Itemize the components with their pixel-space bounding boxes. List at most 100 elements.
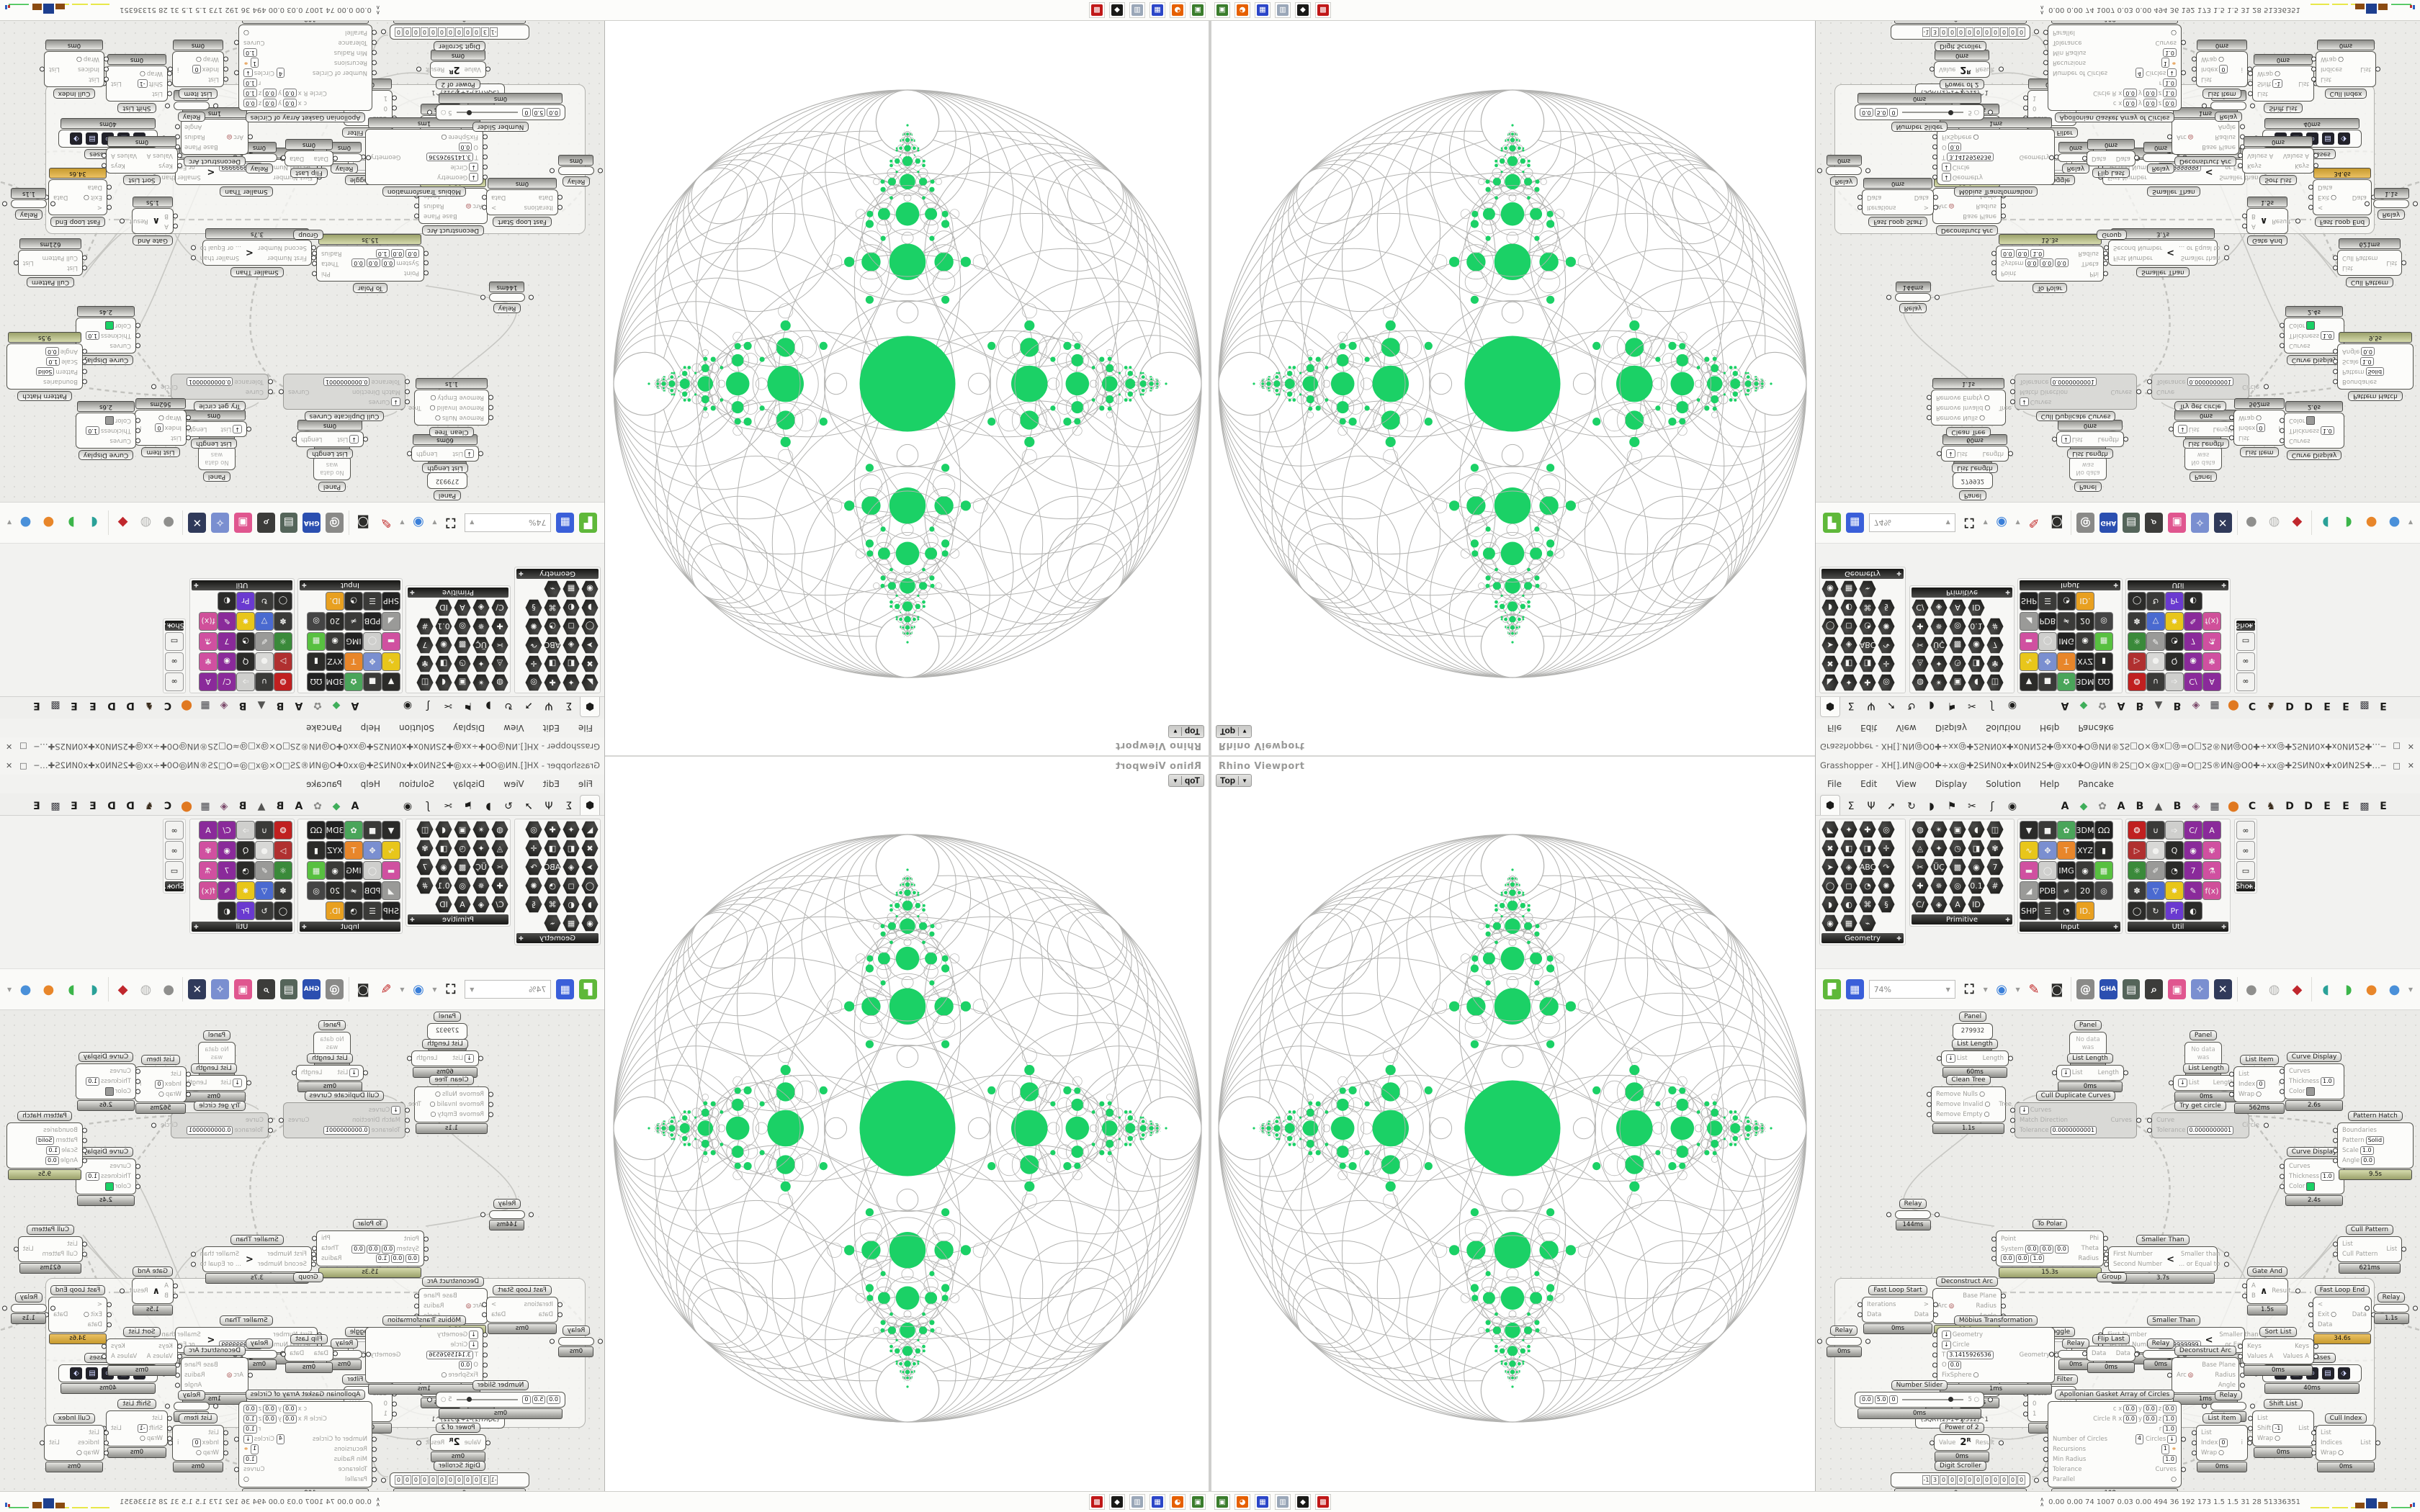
gh-component-cull-pattern[interactable]: Cull Pattern List Cull Pattern List 621ms bbox=[18, 238, 83, 287]
gh-component-group[interactable]: Group bbox=[2094, 228, 2130, 240]
gh-component-curve-display[interactable]: Curve Display Curves Thickness 1.0 Color 2.6s bbox=[76, 401, 136, 460]
palette-icon[interactable]: ≠ bbox=[2057, 881, 2076, 900]
palette-icon[interactable]: ✦ bbox=[563, 821, 580, 838]
ball-blue-icon[interactable]: ● bbox=[2388, 515, 2401, 531]
chevron-down-icon[interactable]: ▼ bbox=[1983, 519, 1988, 526]
palette-icon[interactable]: # bbox=[1986, 618, 2004, 635]
palette-icon[interactable]: ✦ bbox=[472, 655, 490, 672]
palette-icon[interactable]: ◎ bbox=[1878, 821, 1895, 838]
param-menu-button[interactable]: ↓ bbox=[1942, 1331, 1951, 1339]
plugin-tab-12[interactable]: D bbox=[2285, 700, 2294, 711]
palette-icon[interactable]: ✵ bbox=[1930, 877, 1948, 894]
palette-icon[interactable]: ◯ bbox=[1821, 877, 1839, 894]
param-value[interactable]: 0.0 bbox=[2025, 258, 2039, 267]
gh-component-to-polar[interactable]: To Polar Point System 0.0 0.0 0.0 0.0 0.0 1.0 Phi… bbox=[1996, 234, 2104, 293]
category-tab-icon-6[interactable]: ⚑ bbox=[463, 700, 473, 711]
menu-edit[interactable]: Edit bbox=[1860, 779, 1878, 789]
palette-icon[interactable]: ◈ bbox=[1840, 636, 1857, 654]
menu-display[interactable]: Display bbox=[452, 779, 485, 789]
param-value[interactable]: 0 bbox=[192, 65, 201, 73]
preview-icon[interactable]: ◉ bbox=[1996, 981, 2007, 997]
definition-canvas[interactable]: Panel2799320msList Length↓ListLength60ms… bbox=[1816, 21, 2420, 502]
param-value[interactable]: 4 bbox=[277, 1434, 285, 1444]
palette-name-sho[interactable]: Sho... ✚ bbox=[163, 621, 185, 631]
plugin-tab-8[interactable]: ▦ bbox=[200, 700, 210, 711]
gh-component-relay[interactable]: Relay 144ms bbox=[1895, 1199, 1931, 1230]
toggle-circle-icon[interactable]: ○ bbox=[2275, 70, 2280, 77]
find-icon[interactable]: ⌕ bbox=[256, 513, 275, 533]
param-value[interactable]: 1.0 bbox=[86, 426, 99, 435]
palette-icon[interactable]: ⚛ bbox=[2128, 861, 2146, 880]
digit-cell[interactable]: -1 bbox=[1922, 1475, 1930, 1485]
slider-setting[interactable]: 5.0 bbox=[532, 108, 546, 117]
param-value[interactable]: 0.0 bbox=[458, 143, 472, 151]
palette-icon[interactable]: ✖ bbox=[1821, 840, 1839, 857]
find-icon[interactable]: ⌕ bbox=[256, 979, 275, 999]
plugin-tab-3[interactable]: A bbox=[2117, 801, 2125, 812]
category-tab-icon-9[interactable]: ◉ bbox=[403, 801, 413, 812]
palette-icon[interactable]: C/ bbox=[491, 896, 508, 913]
plugin-tab-4[interactable]: B bbox=[276, 801, 284, 812]
pill-green-icon[interactable]: ◗ bbox=[2345, 981, 2352, 997]
category-tab-icon-3[interactable]: ➚ bbox=[524, 801, 533, 812]
torus-icon[interactable]: ◍ bbox=[140, 981, 152, 997]
gh-component-curve-display[interactable]: Curve Display Curves Thickness 1.0 Color 2.4s bbox=[76, 306, 136, 365]
param-value[interactable]: 0.0 bbox=[263, 89, 277, 97]
palette-icon[interactable]: ▼ bbox=[2020, 821, 2038, 840]
slider-setting[interactable]: 0.0 bbox=[547, 1395, 560, 1404]
param-value[interactable]: 4 bbox=[277, 68, 285, 78]
param-value[interactable]: 0.0 bbox=[2163, 1405, 2177, 1413]
digit-cell[interactable]: 0 bbox=[1974, 27, 1982, 37]
palette-icon[interactable]: ✾ bbox=[2202, 652, 2221, 671]
palette-icon[interactable]: ✾ bbox=[416, 840, 434, 857]
plugin-tab-2[interactable]: ✿ bbox=[2098, 801, 2107, 812]
palette-icon[interactable]: A bbox=[454, 896, 471, 913]
palette-icon[interactable]: ▣ bbox=[454, 674, 471, 691]
palette-icon[interactable]: ◢ bbox=[2020, 612, 2038, 631]
digit-cell[interactable]: 0 bbox=[1957, 1475, 1965, 1485]
param-value[interactable]: 1.0 bbox=[2321, 1077, 2334, 1086]
palette-icon[interactable]: ✿ bbox=[2057, 821, 2076, 840]
gh-component-cull-index[interactable]: Cull Index List Indices Wrap ○ List 0ms bbox=[44, 1413, 104, 1472]
param-value[interactable]: 1.0 bbox=[375, 249, 390, 258]
palette-icon[interactable]: A bbox=[199, 672, 218, 691]
palette-icon[interactable]: ID bbox=[435, 599, 452, 616]
palette-expand-icon[interactable]: ✚ bbox=[194, 923, 199, 930]
palette-icon[interactable]: ✥ bbox=[2038, 652, 2057, 671]
palette-icon[interactable]: ÜÇ bbox=[472, 858, 490, 876]
palette-icon[interactable]: Pr bbox=[2165, 901, 2184, 920]
palette-icon[interactable]: ✽ bbox=[2128, 612, 2146, 631]
palette-icon[interactable]: ABC bbox=[1859, 636, 1876, 654]
param-value[interactable]: 0.0000000001 bbox=[323, 1126, 370, 1135]
gh-component-curve-display[interactable]: Curve Display Curves Thickness 1.0 Color 2.4s bbox=[2284, 306, 2344, 365]
palette-icon[interactable]: ☰ bbox=[2038, 901, 2057, 920]
param-value[interactable]: 0.0 bbox=[2143, 1415, 2157, 1423]
param-menu-button[interactable]: ↓ bbox=[1942, 163, 1951, 171]
menu-display[interactable]: Display bbox=[1935, 779, 1968, 789]
category-tab-icon-5[interactable]: ◗ bbox=[1929, 801, 1935, 812]
palette-icon[interactable]: ↷ bbox=[1878, 858, 1895, 876]
palette-icon[interactable]: ▮ bbox=[307, 652, 326, 671]
gh-component-fast-loop-end[interactable]: Fast Loop End < Exit ○ Data Data 34.6s bbox=[48, 168, 107, 227]
pill-teal-icon[interactable]: ◖ bbox=[2322, 981, 2329, 997]
param-value[interactable]: 0.0 bbox=[263, 99, 277, 107]
palette-icon[interactable]: ✦ bbox=[472, 840, 490, 857]
box-red-icon[interactable]: ◆ bbox=[117, 515, 128, 531]
taskbar-app-calculator[interactable]: ▥ bbox=[1129, 1494, 1145, 1510]
digit-cell[interactable]: 0 bbox=[438, 1475, 446, 1485]
palette-icon[interactable]: ÜÇ bbox=[1930, 636, 1948, 654]
palette-icon[interactable]: ✾ bbox=[1986, 840, 2004, 857]
plugin-tab-3[interactable]: A bbox=[295, 700, 303, 711]
param-value[interactable]: 0.0 bbox=[2123, 1405, 2138, 1413]
param-value[interactable]: 1.0 bbox=[46, 357, 60, 366]
palette-expand-icon[interactable]: ✚ bbox=[167, 883, 172, 890]
palette-icon[interactable]: ◯ bbox=[363, 861, 382, 880]
palette-icon[interactable]: ◎ bbox=[2094, 612, 2113, 631]
notebook-icon[interactable]: ▤ bbox=[2122, 513, 2141, 533]
gh-component-power-of-2[interactable]: Power of 2 Value 2ᴿ Result 0ms bbox=[426, 50, 486, 89]
palette-icon[interactable]: ✴ bbox=[1930, 674, 1948, 691]
plugin-tab-0[interactable]: A bbox=[351, 700, 359, 711]
gh-component-number-slider[interactable]: Number Slider 0.0 5.0 0 5 ○ 0ms bbox=[436, 1380, 565, 1419]
sphere-grey-icon[interactable]: ● bbox=[163, 981, 174, 997]
infoglasses-icon[interactable]: ▤ bbox=[86, 1367, 99, 1380]
